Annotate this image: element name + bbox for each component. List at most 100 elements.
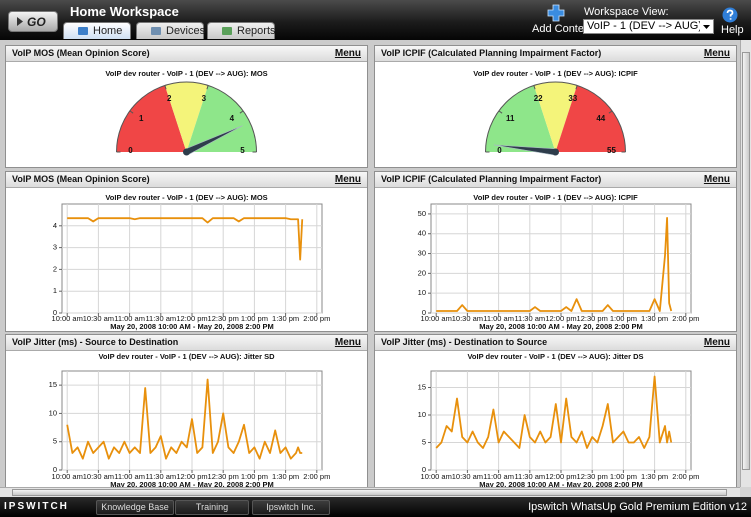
- series-line: [66, 378, 303, 460]
- gauge-tick: [164, 85, 167, 90]
- x-axis-label: May 20, 2008 10:00 AM - May 20, 2008 2:0…: [110, 480, 274, 487]
- gauge-tick: [206, 85, 209, 90]
- y-tick-label: 2: [53, 264, 57, 273]
- panel-header: VoIP ICPIF (Calculated Planning Impairme…: [375, 46, 736, 62]
- chart: VoIP dev router - VoIP - 1 (DEV --> AUG)…: [52, 193, 331, 331]
- panel-header: VoIP ICPIF (Calculated Planning Impairme…: [375, 172, 736, 188]
- x-axis-label: May 20, 2008 10:00 AM - May 20, 2008 2:0…: [479, 480, 643, 487]
- gauge-hub: [183, 148, 190, 156]
- x-tick-label: 2:00 pm: [672, 314, 699, 323]
- footer-link[interactable]: Training: [175, 500, 249, 515]
- gauge-tick-label: 4: [230, 114, 235, 123]
- footer-link[interactable]: Ipswitch Inc.: [252, 500, 330, 515]
- x-tick-label: 12:30 pm: [208, 472, 239, 481]
- panel-menu[interactable]: Menu: [334, 174, 361, 185]
- panel-header: VoIP Jitter (ms) - Source to Destination…: [6, 335, 367, 351]
- gauge-band: [555, 85, 626, 152]
- scroll-thumb[interactable]: [12, 489, 727, 496]
- panel-menu[interactable]: Menu: [703, 337, 730, 348]
- footer-link[interactable]: Knowledge Base: [96, 500, 174, 515]
- tab-label: Devices: [166, 25, 206, 37]
- x-tick-label: 12:00 pm: [176, 314, 207, 323]
- tab[interactable]: Reports: [207, 22, 276, 39]
- panel-menu[interactable]: Menu: [703, 48, 730, 59]
- panel-header: VoIP Jitter (ms) - Destination to Source…: [375, 335, 736, 351]
- x-tick-label: 10:30 am: [452, 472, 483, 481]
- gauge-band: [533, 82, 578, 152]
- chart: VoIP dev router - VoIP - 1 (DEV --> AUG)…: [473, 69, 638, 156]
- workspace-title: Home Workspace: [70, 4, 179, 19]
- gauge-tick-label: 44: [596, 114, 605, 123]
- x-tick-label: 10:00 am: [421, 314, 452, 323]
- tab-icon: [222, 27, 232, 35]
- workspace-content: VoIP MOS (Mean Opinion Score) Menu VoIP de…: [0, 40, 740, 487]
- gauge-tick-label: 5: [240, 146, 245, 155]
- panel-menu[interactable]: Menu: [703, 174, 730, 185]
- panel: VoIP MOS (Mean Opinion Score) Menu VoIP de…: [5, 171, 368, 332]
- x-axis-label: May 20, 2008 10:00 AM - May 20, 2008 2:0…: [479, 322, 643, 331]
- y-tick-label: 50: [418, 209, 426, 218]
- x-tick-label: 11:00 am: [483, 472, 514, 481]
- add-icon[interactable]: [547, 4, 565, 22]
- chart-title: VoIP dev router - VoIP - 1 (DEV --> AUG)…: [98, 352, 275, 361]
- gauge-tick-label: 0: [128, 146, 133, 155]
- gauge-tick-label: 2: [167, 94, 172, 103]
- x-tick-label: 1:30 pm: [272, 472, 299, 481]
- panel-menu[interactable]: Menu: [334, 48, 361, 59]
- y-tick-label: 5: [422, 437, 426, 446]
- tab[interactable]: Home: [63, 22, 131, 39]
- x-tick-label: 10:00 am: [52, 472, 83, 481]
- gauge-tick-label: 22: [534, 94, 543, 103]
- vertical-scrollbar[interactable]: [740, 40, 751, 487]
- y-tick-label: 15: [418, 382, 426, 391]
- y-tick-label: 0: [422, 465, 426, 474]
- x-axis-label: May 20, 2008 10:00 AM - May 20, 2008 2:0…: [110, 322, 274, 331]
- panel-title: VoIP MOS (Mean Opinion Score): [12, 174, 150, 184]
- gauge-tick: [129, 110, 134, 114]
- x-tick-label: 11:00 am: [483, 314, 514, 323]
- tab[interactable]: Devices: [136, 22, 206, 39]
- help-icon[interactable]: [722, 7, 738, 23]
- add-content[interactable]: Add Content: [532, 23, 594, 35]
- x-tick-label: 12:00 pm: [545, 472, 576, 481]
- y-tick-label: 10: [49, 408, 57, 417]
- panel-header: VoIP MOS (Mean Opinion Score) Menu: [6, 46, 367, 62]
- scroll-thumb[interactable]: [742, 52, 750, 470]
- gauge-band: [485, 85, 556, 152]
- go-button[interactable]: GO: [8, 11, 58, 32]
- help-label[interactable]: Help: [721, 24, 744, 36]
- y-tick-label: 20: [418, 268, 426, 277]
- y-tick-label: 0: [53, 308, 57, 317]
- x-tick-label: 2:00 pm: [672, 472, 699, 481]
- gauge-title: VoIP dev router - VoIP - 1 (DEV --> AUG)…: [473, 69, 638, 78]
- x-tick-label: 12:30 pm: [577, 472, 608, 481]
- y-tick-label: 5: [53, 437, 57, 446]
- go-arrow: [17, 17, 23, 26]
- gauge-tick: [533, 85, 536, 90]
- y-tick-label: 3: [53, 243, 57, 252]
- gauge-rim: [116, 81, 257, 153]
- x-tick-label: 11:30 am: [145, 472, 176, 481]
- panel-menu[interactable]: Menu: [334, 337, 361, 348]
- scroll-corner: [740, 487, 751, 497]
- x-tick-label: 2:00 pm: [303, 472, 330, 481]
- workspace-select[interactable]: VoIP - 1 (DEV --> AUG)(VoIP: [583, 19, 714, 34]
- gauge-tick: [498, 110, 503, 114]
- go-label: GO: [27, 15, 46, 29]
- x-tick-label: 11:30 am: [145, 314, 176, 323]
- chart: VoIP dev router - VoIP - 1 (DEV --> AUG)…: [105, 69, 268, 156]
- tab-icon: [151, 27, 161, 35]
- gauge-tick-label: 33: [568, 94, 577, 103]
- panel-header: VoIP MOS (Mean Opinion Score) Menu: [6, 172, 367, 188]
- x-tick-label: 12:00 pm: [176, 472, 207, 481]
- x-tick-label: 11:00 am: [114, 472, 145, 481]
- y-tick-label: 40: [418, 229, 426, 238]
- gauge-tick: [608, 110, 613, 114]
- panel-title: VoIP MOS (Mean Opinion Score): [12, 48, 150, 58]
- panel: VoIP ICPIF (Calculated Planning Impairme…: [374, 171, 737, 332]
- x-tick-label: 11:00 am: [114, 314, 145, 323]
- horizontal-scrollbar[interactable]: [0, 487, 740, 497]
- x-tick-label: 1:00 pm: [610, 472, 637, 481]
- workspace-select-value: VoIP - 1 (DEV --> AUG)(VoIP: [587, 20, 713, 32]
- x-tick-label: 1:00 pm: [241, 472, 268, 481]
